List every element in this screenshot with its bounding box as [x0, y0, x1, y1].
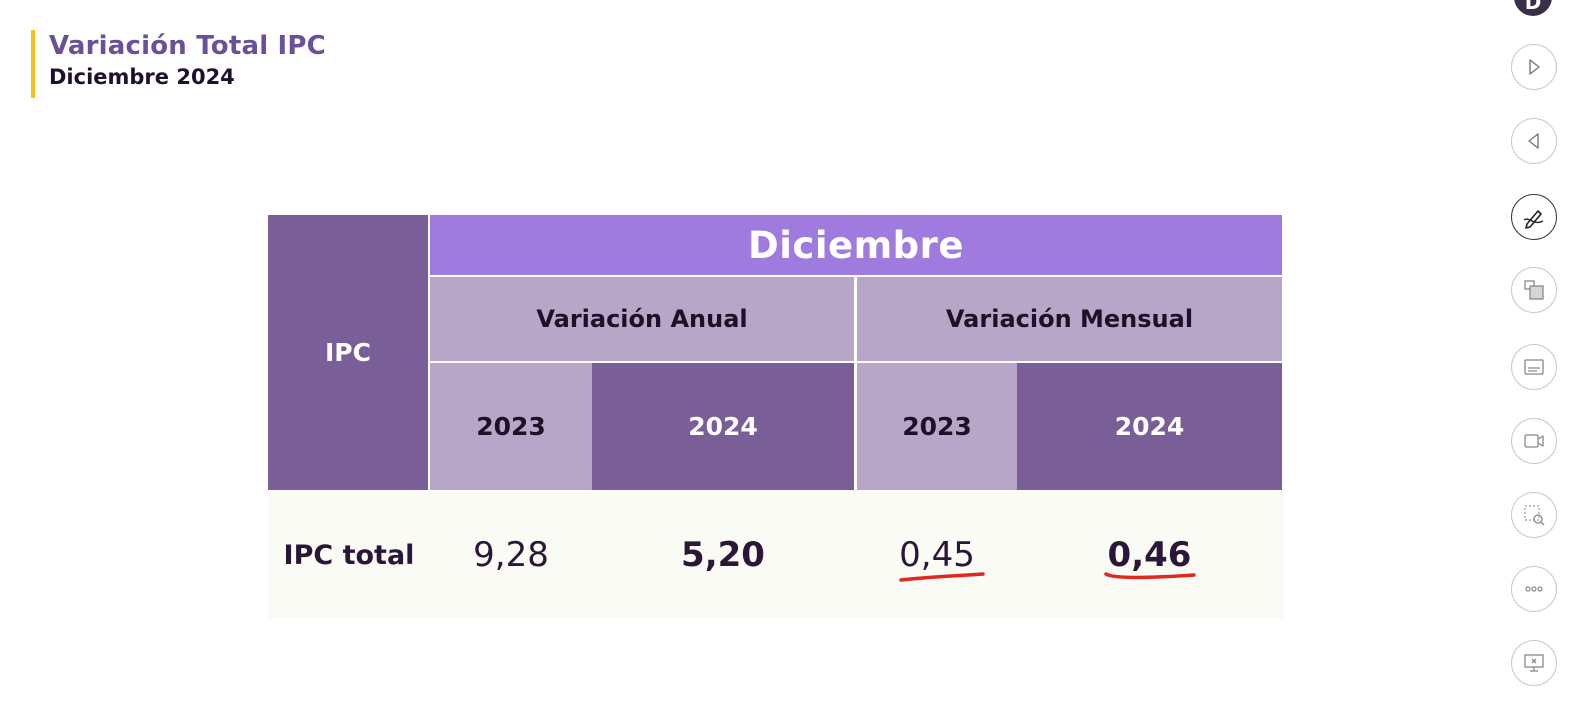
table-corner-label: IPC: [268, 215, 428, 490]
previous-icon: [1528, 133, 1539, 149]
pen-tool-button[interactable]: [1511, 194, 1557, 240]
slide: Variación Total IPC Diciembre 2024 IPC D…: [31, 30, 1284, 619]
group-header-annual: Variación Anual: [430, 277, 854, 361]
user-avatar[interactable]: D: [1514, 0, 1552, 16]
year-header: 2024: [592, 363, 854, 490]
presenter-toolbar: D: [1508, 0, 1564, 705]
see-all-slides-button[interactable]: [1511, 267, 1557, 313]
table-month-header: Diciembre: [430, 215, 1282, 275]
group-header-monthly: Variación Mensual: [857, 277, 1282, 361]
subtitles-button[interactable]: [1511, 344, 1557, 390]
year-header: 2023: [430, 363, 592, 490]
zoom-button[interactable]: [1511, 492, 1557, 538]
annual-2024-value: 5,20: [681, 535, 765, 575]
zoom-icon: [1524, 505, 1545, 526]
row-label: IPC total: [283, 539, 415, 571]
next-slide-button[interactable]: [1511, 44, 1557, 90]
pen-underline-annotation: [1104, 572, 1196, 580]
more-options-icon: [1525, 586, 1543, 592]
annual-2023-value: 9,28: [473, 535, 549, 575]
more-options-button[interactable]: [1511, 566, 1557, 612]
subtitles-icon: [1524, 359, 1544, 375]
all-slides-icon: [1524, 280, 1544, 300]
monthly-2023-value: 0,45: [899, 535, 975, 575]
pen-icon: [1523, 210, 1544, 229]
pen-underline-annotation: [899, 572, 985, 582]
table-row: IPC total 9,28 5,20 0,45 0,46: [268, 491, 1284, 619]
year-header: 2023: [857, 363, 1017, 490]
next-icon: [1529, 59, 1540, 75]
year-header: 2024: [1017, 363, 1282, 490]
camera-button[interactable]: [1511, 418, 1557, 464]
end-show-icon: [1524, 654, 1544, 672]
end-show-button[interactable]: [1511, 640, 1557, 686]
title-block: Variación Total IPC Diciembre 2024: [31, 30, 326, 98]
monthly-2024-value: 0,46: [1107, 535, 1192, 575]
slide-title: Variación Total IPC: [49, 31, 326, 61]
previous-slide-button[interactable]: [1511, 118, 1557, 164]
slide-subtitle: Diciembre 2024: [49, 65, 235, 89]
camera-icon: [1524, 434, 1544, 448]
